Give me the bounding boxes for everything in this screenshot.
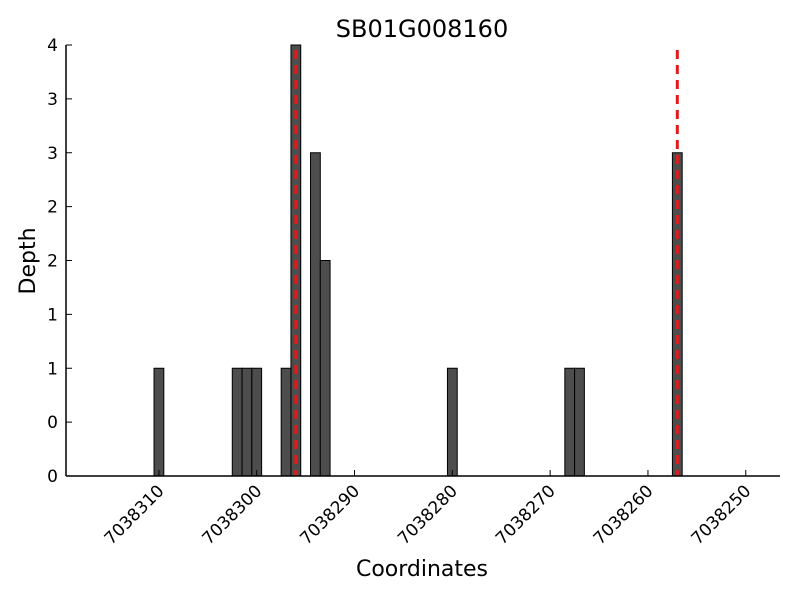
bar-7038300 [251, 367, 263, 477]
x-tick-label: 7038280 [394, 481, 462, 549]
bar-7038280 [446, 367, 458, 477]
y-tick-label: 1 [47, 359, 58, 379]
y-axis-label: Depth [16, 227, 41, 294]
bar-7038293 [319, 260, 331, 477]
bar-7038310 [153, 367, 165, 477]
x-tick-label: 7038260 [590, 481, 658, 549]
x-tick-label: 7038290 [296, 481, 364, 549]
y-tick-label: 4 [47, 36, 58, 56]
x-tick-label: 7038300 [199, 481, 267, 549]
x-axis-label: Coordinates [356, 557, 488, 582]
x-tick-label: 7038310 [101, 481, 169, 549]
bars-layer [153, 44, 683, 477]
bar-7038302 [231, 367, 243, 477]
x-tick-label: 7038250 [688, 481, 756, 549]
y-tick-label: 3 [47, 144, 58, 164]
x-tick-label: 7038270 [492, 481, 560, 549]
chart-title: SB01G008160 [336, 15, 508, 43]
ticks-layer: 0 0 1 1 2 2 3 3 4 7038310 7038300 7038290 7038280 703… [47, 36, 755, 549]
reference-lines-layer [294, 50, 679, 476]
y-tick-label: 0 [47, 467, 58, 487]
y-tick-label: 2 [47, 252, 58, 272]
y-tick-label: 0 [47, 413, 58, 433]
bar-7038294 [310, 152, 321, 477]
y-tick-label: 3 [47, 90, 58, 110]
bar-7038297 [280, 367, 292, 477]
bar-7038301 [241, 367, 253, 477]
y-tick-label: 1 [47, 305, 58, 325]
bar-7038268 [564, 367, 576, 477]
bar-7038267 [574, 367, 585, 477]
y-tick-label: 2 [47, 198, 58, 218]
